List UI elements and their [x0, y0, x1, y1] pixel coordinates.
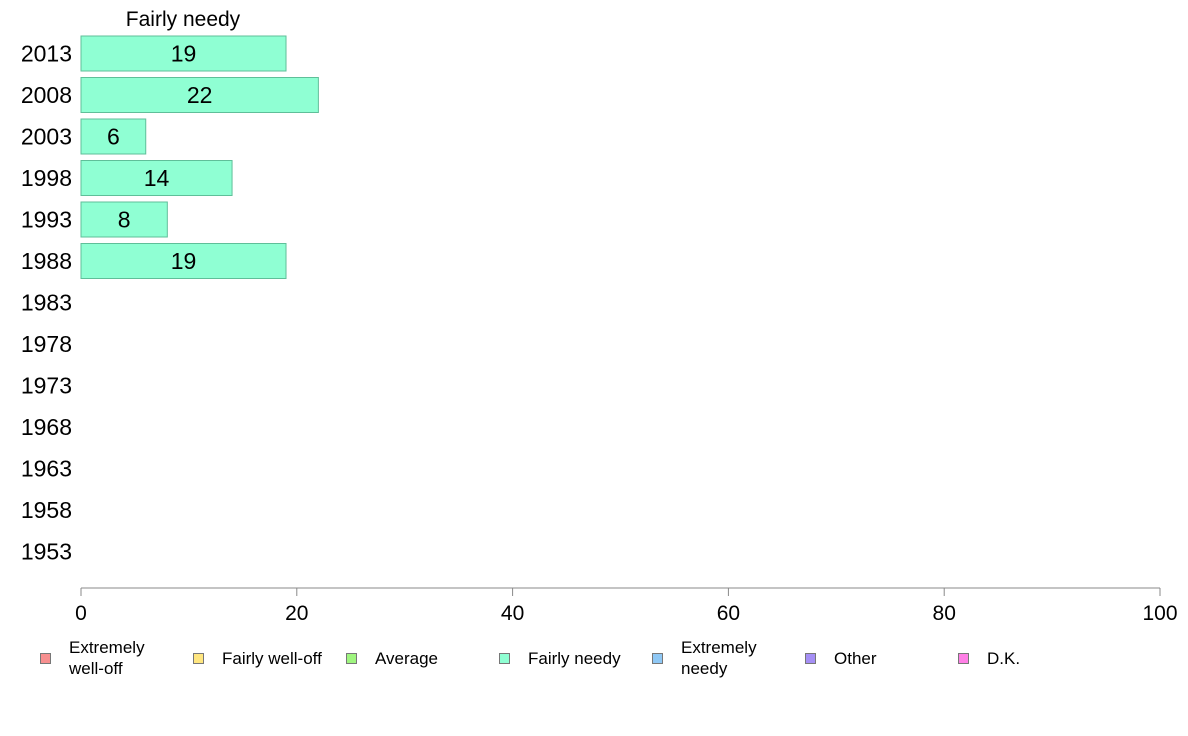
data-label: 8: [118, 207, 131, 233]
legend-label: Extremely well-off: [69, 638, 145, 678]
legend-item: Fairly well-off: [193, 634, 342, 682]
data-label: 19: [171, 41, 197, 67]
data-label: 14: [144, 165, 170, 191]
x-tick-label: 80: [933, 602, 956, 625]
bar-chart: Fairly needy 201320082003199819931988198…: [21, 8, 1178, 625]
x-tick-label: 100: [1142, 602, 1177, 625]
data-label: 22: [187, 82, 213, 108]
x-tick-label: 0: [75, 602, 87, 625]
bar: [80, 77, 319, 113]
legend-swatch: [40, 652, 51, 664]
y-tick-label: 1968: [21, 414, 72, 440]
y-tick-label: 1953: [21, 539, 72, 565]
legend-swatch: [652, 652, 663, 664]
y-tick-label: 1988: [21, 248, 72, 274]
y-tick-label: 1993: [21, 207, 72, 233]
y-tick-label: 1983: [21, 290, 72, 316]
legend-label: Fairly well-off: [222, 648, 322, 668]
legend-item: Average: [346, 634, 485, 682]
x-tick-label: 40: [501, 602, 524, 625]
legend-swatch: [499, 652, 510, 664]
legend-item: Other: [805, 634, 944, 682]
legend-swatch: [346, 652, 357, 664]
y-tick-label: 1958: [21, 497, 72, 523]
legend: Extremely well-off Fairly well-off Avera…: [0, 634, 1188, 684]
data-label: 19: [171, 248, 197, 274]
legend-item: Extremely needy: [652, 634, 791, 682]
y-tick-label: 1973: [21, 373, 72, 399]
x-tick-label: 20: [285, 602, 308, 625]
bar: [80, 243, 287, 279]
legend-label: Other: [834, 648, 877, 668]
chart-title: Fairly needy: [126, 8, 241, 31]
y-tick-label: 1963: [21, 456, 72, 482]
legend-item: Extremely well-off: [40, 634, 179, 682]
legend-label: Average: [375, 648, 439, 668]
legend-label: Extremely needy: [681, 638, 757, 678]
data-label: 6: [107, 124, 120, 150]
y-tick-label: 2008: [21, 82, 72, 108]
y-tick-label: 1978: [21, 331, 72, 357]
legend-swatch: [805, 652, 816, 664]
legend-label: Fairly needy: [528, 648, 621, 668]
legend-item: D.K.: [958, 634, 1097, 682]
x-tick-label: 60: [717, 602, 740, 625]
y-tick-label: 2003: [21, 124, 72, 150]
legend-label: D.K.: [987, 648, 1021, 668]
bar: [80, 201, 168, 238]
bar: [80, 160, 233, 196]
legend-swatch: [193, 652, 204, 664]
y-tick-label: 1998: [21, 165, 72, 191]
y-tick-label: 2013: [21, 41, 72, 67]
legend-item: Fairly needy: [499, 634, 638, 682]
legend-swatch: [958, 652, 969, 664]
bar: [80, 118, 147, 155]
bar: [80, 35, 287, 72]
